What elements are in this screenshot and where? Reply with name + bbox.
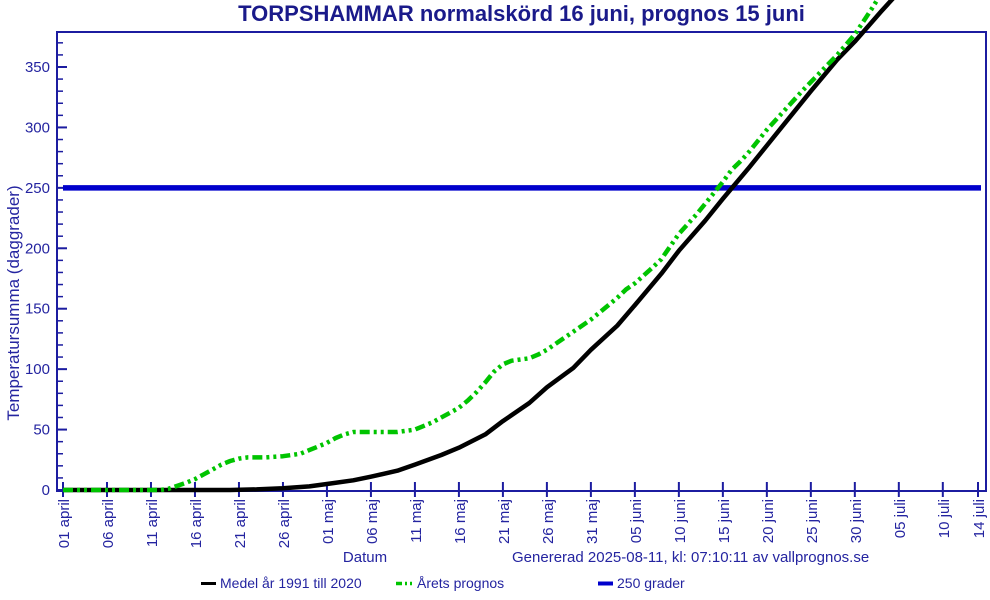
svg-text:11 maj: 11 maj — [408, 499, 425, 543]
x-axis-title: Datum — [342, 549, 388, 566]
svg-text:14 juli: 14 juli — [971, 499, 988, 538]
legend-item-250-grader: 250 grader — [597, 575, 685, 591]
svg-text:26 april: 26 april — [276, 499, 293, 548]
svg-text:100: 100 — [25, 361, 50, 378]
svg-text:11 april: 11 april — [144, 499, 161, 547]
chart-title: TORPSHAMMAR normalskörd 16 juni, prognos… — [238, 1, 805, 26]
svg-text:01 april: 01 april — [56, 499, 73, 548]
svg-text:10 juni: 10 juni — [672, 499, 689, 543]
svg-text:31 maj: 31 maj — [584, 499, 601, 544]
mean-line-swatch-icon — [201, 581, 216, 585]
forecast-line-swatch-icon — [396, 581, 414, 585]
legend-item-medel: Medel år 1991 till 2020 — [200, 575, 362, 591]
svg-text:0: 0 — [42, 482, 50, 499]
svg-text:05 juni: 05 juni — [628, 499, 645, 543]
svg-text:300: 300 — [25, 119, 50, 136]
svg-text:10 juli: 10 juli — [936, 499, 953, 538]
legend-label-250-grader: 250 grader — [617, 575, 685, 591]
svg-text:16 april: 16 april — [188, 499, 205, 548]
generated-caption: Genererad 2025-08-11, kl: 07:10:11 av va… — [512, 549, 870, 566]
svg-text:21 maj: 21 maj — [496, 499, 513, 544]
svg-text:05 juli: 05 juli — [892, 499, 909, 538]
svg-text:250: 250 — [25, 180, 50, 197]
svg-text:06 april: 06 april — [100, 499, 117, 548]
svg-text:30 juni: 30 juni — [848, 499, 865, 543]
svg-text:200: 200 — [25, 240, 50, 257]
svg-text:50: 50 — [33, 422, 50, 439]
svg-text:21 april: 21 april — [232, 499, 249, 548]
svg-text:150: 150 — [25, 301, 50, 318]
svg-text:26 maj: 26 maj — [540, 499, 557, 544]
svg-text:25 juni: 25 juni — [804, 499, 821, 543]
svg-text:350: 350 — [25, 59, 50, 76]
legend: Medel år 1991 till 2020 Årets prognos 25… — [0, 575, 990, 597]
reference-line-swatch-icon — [598, 581, 613, 585]
legend-label-prognos: Årets prognos — [417, 575, 505, 591]
svg-text:20 juni: 20 juni — [760, 499, 777, 543]
svg-text:06 maj: 06 maj — [364, 499, 381, 544]
legend-label-medel: Medel år 1991 till 2020 — [220, 575, 362, 591]
legend-item-prognos: Årets prognos — [396, 575, 504, 591]
svg-text:01 maj: 01 maj — [320, 499, 337, 544]
svg-text:15 juni: 15 juni — [716, 499, 733, 543]
svg-text:16 maj: 16 maj — [452, 499, 469, 544]
